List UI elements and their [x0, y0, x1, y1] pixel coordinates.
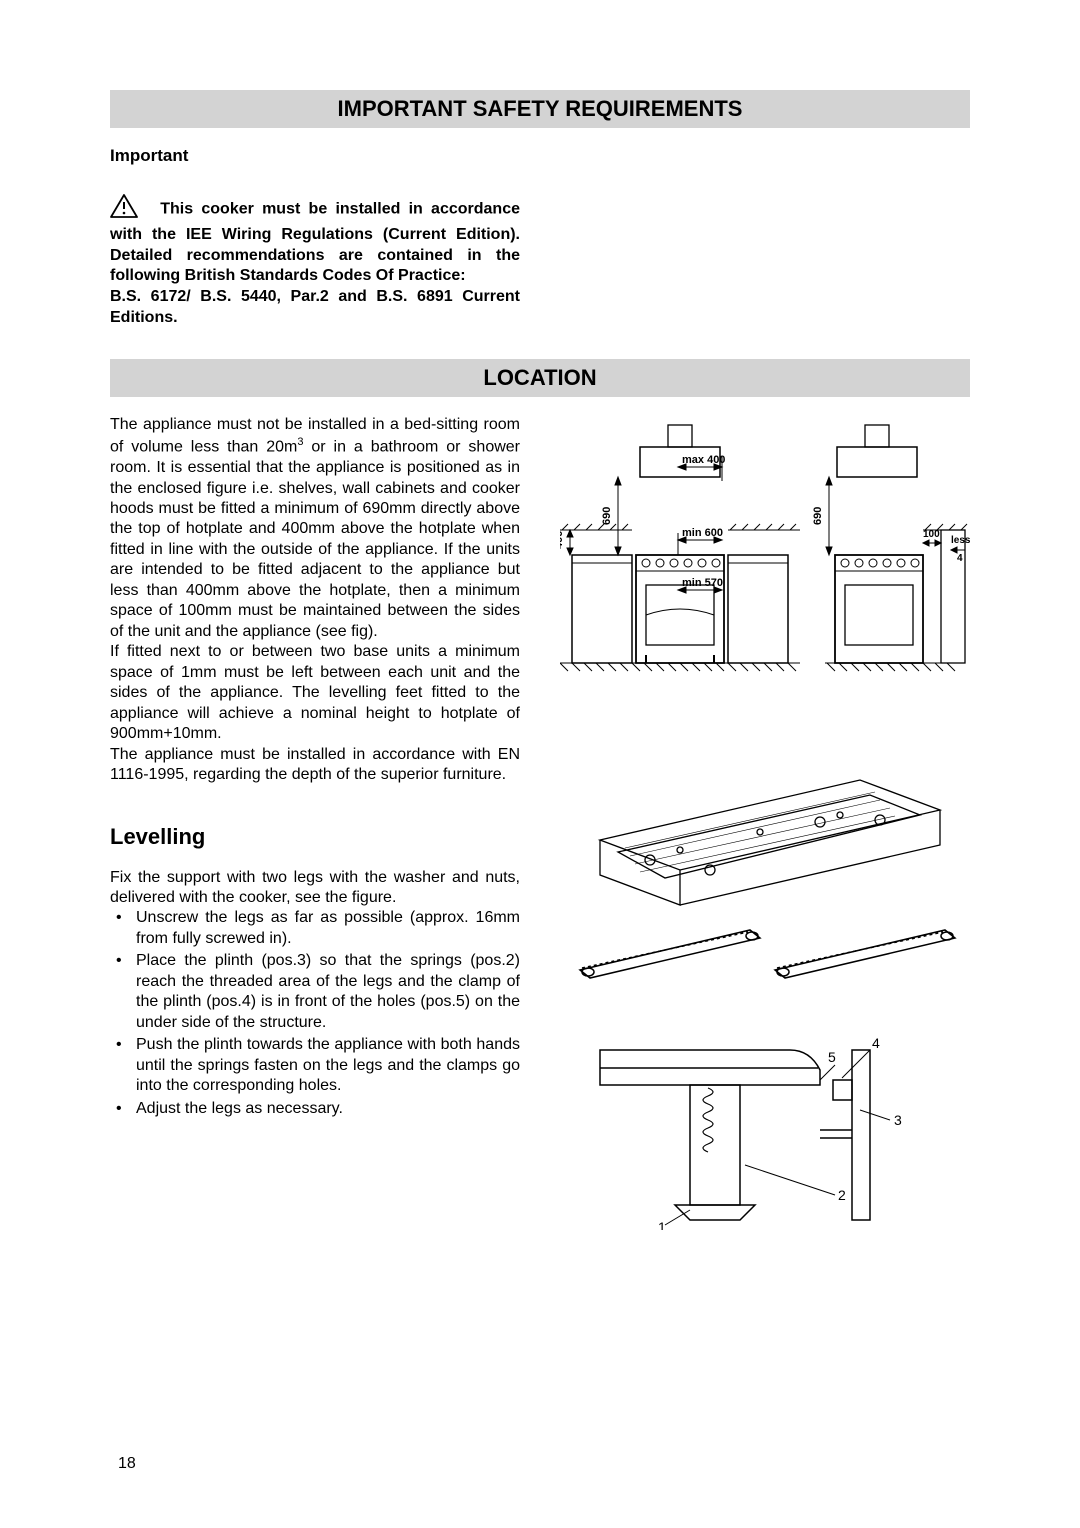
- location-paragraph-3: The appliance must be installed in accor…: [110, 745, 520, 786]
- important-label: Important: [110, 146, 970, 166]
- important-text-p2: B.S. 6172/ B.S. 5440, Par.2 and B.S. 689…: [110, 288, 520, 326]
- svg-text:1: 1: [658, 1219, 666, 1230]
- levelling-bullets: Unscrew the legs as far as possible (app…: [110, 908, 520, 1119]
- svg-text:min 600: min 600: [682, 527, 723, 539]
- svg-text:min 570: min 570: [682, 577, 723, 589]
- list-item: Unscrew the legs as far as possible (app…: [110, 908, 520, 949]
- svg-text:3: 3: [894, 1112, 902, 1128]
- list-item: Push the plinth towards the appliance wi…: [110, 1035, 520, 1096]
- svg-text:100: 100: [923, 529, 940, 540]
- list-item: Place the plinth (pos.3) so that the spr…: [110, 951, 520, 1033]
- svg-text:400: 400: [560, 530, 565, 548]
- svg-text:2: 2: [838, 1187, 846, 1203]
- important-text: This cooker must be installed in accorda…: [110, 194, 520, 329]
- svg-text:max 400: max 400: [682, 454, 725, 466]
- levelling-intro: Fix the support with two legs with the w…: [110, 868, 520, 909]
- levelling-heading: Levelling: [110, 824, 520, 850]
- svg-text:less: less: [951, 535, 970, 546]
- svg-text:690: 690: [601, 506, 613, 524]
- warning-icon: [110, 194, 138, 225]
- location-paragraph-2: If fitted next to or between two base un…: [110, 642, 520, 744]
- safety-header: IMPORTANT SAFETY REQUIREMENTS: [110, 90, 970, 128]
- location-clearance-diagram: 690 400 max 400: [560, 415, 970, 700]
- list-item: Adjust the legs as necessary.: [110, 1099, 520, 1119]
- location-header: LOCATION: [110, 359, 970, 397]
- svg-text:4: 4: [957, 553, 963, 564]
- page-number: 18: [118, 1455, 136, 1473]
- levelling-diagram: 1 2 3 4 5: [560, 720, 970, 1235]
- important-text-p1: This cooker must be installed in accorda…: [110, 201, 520, 285]
- svg-text:4: 4: [872, 1035, 880, 1051]
- svg-text:5: 5: [828, 1049, 836, 1065]
- svg-text:690: 690: [812, 506, 824, 524]
- location-paragraph-1: The appliance must not be installed in a…: [110, 415, 520, 642]
